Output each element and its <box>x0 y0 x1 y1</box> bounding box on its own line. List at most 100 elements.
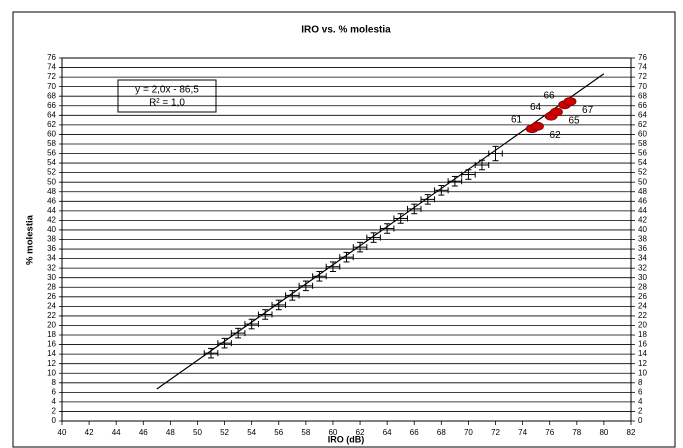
y-tick-label: 28 <box>47 282 56 291</box>
point-label: 67 <box>582 105 594 116</box>
y-tick-label: 16 <box>47 340 56 349</box>
y2-tick-label: 58 <box>638 139 647 148</box>
y2-tick-label: 20 <box>638 321 647 330</box>
y-tick-label: 40 <box>47 225 56 234</box>
y-tick-label: 26 <box>47 292 56 301</box>
y-tick-label: 66 <box>47 101 56 110</box>
x-tick-label: 80 <box>599 428 608 437</box>
y2-tick-label: 24 <box>638 301 647 310</box>
y-tick-label: 12 <box>47 359 56 368</box>
y2-tick-label: 28 <box>638 282 647 291</box>
y2-tick-label: 4 <box>638 397 643 406</box>
y-tick-label: 68 <box>47 91 56 100</box>
y-tick-label: 22 <box>47 311 56 320</box>
x-tick-label: 44 <box>112 428 121 437</box>
y2-tick-label: 44 <box>638 206 647 215</box>
y2-tick-label: 52 <box>638 168 647 177</box>
y-tick-label: 0 <box>52 416 57 425</box>
x-tick-label: 82 <box>627 428 636 437</box>
y-tick-label: 6 <box>52 387 57 396</box>
x-tick-label: 54 <box>247 428 256 437</box>
y2-tick-label: 70 <box>638 82 647 91</box>
y-tick-label: 62 <box>47 120 56 129</box>
y-tick-label: 10 <box>47 368 56 377</box>
y2-tick-label: 10 <box>638 368 647 377</box>
y2-tick-label: 22 <box>638 311 647 320</box>
y-tick-label: 30 <box>47 273 56 282</box>
y-tick-label: 24 <box>47 301 56 310</box>
point <box>550 107 563 117</box>
y-tick-label: 58 <box>47 139 56 148</box>
equation: y = 2,0x - 86,5 <box>135 85 199 96</box>
y-tick-label: 64 <box>47 110 56 119</box>
y-axis-label: % molestia <box>24 214 34 265</box>
y2-tick-label: 72 <box>638 72 647 81</box>
x-tick-label: 66 <box>410 428 419 437</box>
x-tick-label: 76 <box>545 428 554 437</box>
r-squared: R² = 1,0 <box>149 98 185 109</box>
y-tick-label: 46 <box>47 196 56 205</box>
y2-tick-label: 6 <box>638 387 643 396</box>
x-tick-label: 64 <box>383 428 392 437</box>
y-tick-label: 36 <box>47 244 56 253</box>
y2-tick-label: 2 <box>638 407 643 416</box>
y2-tick-label: 46 <box>638 196 647 205</box>
y-tick-label: 4 <box>52 397 57 406</box>
y2-tick-label: 64 <box>638 110 647 119</box>
y2-tick-label: 54 <box>638 158 647 167</box>
y2-tick-label: 8 <box>638 378 643 387</box>
y2-tick-label: 76 <box>638 53 647 62</box>
x-tick-label: 46 <box>139 428 148 437</box>
x-tick-label: 78 <box>572 428 581 437</box>
y2-tick-label: 56 <box>638 149 647 158</box>
x-tick-label: 40 <box>58 428 67 437</box>
y2-tick-label: 74 <box>638 63 647 72</box>
y-tick-label: 32 <box>47 263 56 272</box>
x-tick-label: 70 <box>464 428 473 437</box>
y2-tick-label: 26 <box>638 292 647 301</box>
y-tick-label: 54 <box>47 158 56 167</box>
y-tick-label: 60 <box>47 130 56 139</box>
point-label: 64 <box>530 102 542 113</box>
chart-title: IRO vs. % molestia <box>301 25 391 36</box>
y-tick-label: 14 <box>47 349 56 358</box>
y-tick-label: 72 <box>47 72 56 81</box>
y-tick-label: 2 <box>52 407 57 416</box>
point-label: 61 <box>511 114 523 125</box>
y2-tick-label: 0 <box>638 416 643 425</box>
point <box>563 97 577 106</box>
point <box>531 121 544 131</box>
y-tick-label: 50 <box>47 177 56 186</box>
x-tick-label: 72 <box>491 428 500 437</box>
x-tick-label: 68 <box>437 428 446 437</box>
y2-tick-label: 32 <box>638 263 647 272</box>
y-tick-label: 20 <box>47 321 56 330</box>
x-tick-label: 48 <box>166 428 175 437</box>
y2-tick-label: 30 <box>638 273 647 282</box>
y-tick-label: 44 <box>47 206 56 215</box>
point-label: 65 <box>568 116 580 127</box>
y2-tick-label: 68 <box>638 91 647 100</box>
y-tick-label: 8 <box>52 378 57 387</box>
y2-tick-label: 48 <box>638 187 647 196</box>
y-tick-label: 38 <box>47 235 56 244</box>
y2-tick-label: 34 <box>638 254 647 263</box>
y-tick-label: 42 <box>47 216 56 225</box>
x-axis-label: IRO (dB) <box>328 434 365 444</box>
point-label: 66 <box>543 90 555 101</box>
y-tick-label: 52 <box>47 168 56 177</box>
x-tick-label: 42 <box>85 428 94 437</box>
y-tick-label: 18 <box>47 330 56 339</box>
y2-tick-label: 38 <box>638 235 647 244</box>
y-tick-label: 74 <box>47 63 56 72</box>
y2-tick-label: 16 <box>638 340 647 349</box>
y-tick-label: 34 <box>47 254 56 263</box>
y2-tick-label: 66 <box>638 101 647 110</box>
x-tick-label: 56 <box>274 428 283 437</box>
y2-tick-label: 60 <box>638 130 647 139</box>
y-tick-label: 76 <box>47 53 56 62</box>
x-tick-label: 62 <box>356 428 365 437</box>
x-tick-label: 58 <box>301 428 310 437</box>
x-tick-label: 52 <box>220 428 229 437</box>
